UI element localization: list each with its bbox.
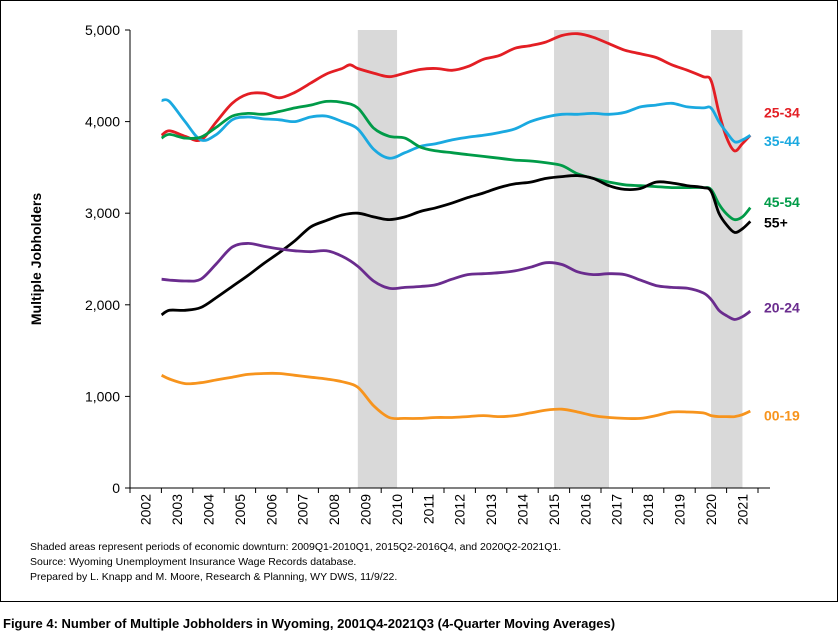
series-line-45-54	[160, 99, 752, 222]
x-tick-label: 2018	[640, 494, 656, 525]
y-tick-label: 5,000	[85, 22, 120, 38]
note-source: Source: Wyoming Unemployment Insurance W…	[30, 556, 357, 568]
figure-caption: Figure 4: Number of Multiple Jobholders …	[3, 616, 616, 631]
x-tick-label: 2019	[672, 494, 688, 525]
x-tick-label: 2003	[169, 494, 185, 525]
end-label-55+: 55+	[764, 214, 788, 230]
x-tick-label: 2013	[483, 494, 499, 525]
series-line-55+	[160, 174, 752, 317]
recession-shade-1	[357, 30, 398, 488]
x-tick-label: 2009	[358, 494, 374, 525]
recession-shade-2	[554, 30, 609, 488]
x-tick-label: 2015	[546, 494, 562, 525]
x-tick-label: 2002	[138, 494, 154, 525]
end-label-25-34: 25-34	[764, 104, 800, 120]
y-axis-title: Multiple Jobholders	[28, 193, 44, 325]
x-tick-label: 2010	[389, 494, 405, 525]
x-ticks: 2002 2003 2004 2005 2006 2007 2008 2009 2010 2011…	[129, 488, 759, 525]
x-tick-label: 2004	[201, 494, 217, 525]
series-line-35-44	[161, 98, 752, 160]
end-label-20-24: 20-24	[764, 300, 800, 316]
x-tick-label: 2011	[420, 494, 436, 524]
series-lines	[160, 32, 752, 421]
x-tick-label: 2012	[452, 494, 468, 525]
series-line-20-24	[161, 241, 752, 321]
x-tick-label: 2021	[734, 494, 750, 525]
x-tick-label: 2017	[609, 494, 625, 525]
y-tick-label: 4,000	[85, 114, 120, 130]
figure-notes: Shaded areas represent periods of econom…	[30, 540, 561, 585]
y-tick-label: 0	[112, 480, 120, 496]
end-label-45-54: 45-54	[764, 194, 800, 210]
x-tick-label: 2014	[515, 494, 531, 525]
end-label-35-44: 35-44	[764, 133, 800, 149]
series-line-25-34	[160, 32, 752, 153]
x-tick-label: 2007	[295, 494, 311, 525]
x-tick-label: 2008	[326, 494, 342, 525]
note-shading: Shaded areas represent periods of econom…	[30, 541, 562, 553]
end-label-00-19: 00-19	[764, 408, 800, 424]
series-line-00-19	[160, 371, 751, 421]
y-tick-label: 2,000	[85, 297, 120, 313]
x-tick-label: 2016	[577, 494, 593, 525]
y-ticks: 0 1,000 2,000 3,000 4,000 5,000	[85, 22, 130, 496]
x-tick-label: 2020	[703, 494, 719, 525]
x-tick-label: 2005	[232, 494, 248, 525]
axes	[129, 30, 770, 489]
y-tick-label: 1,000	[85, 388, 120, 404]
series-end-labels: 25-34 35-44 45-54 55+ 20-24 00-19	[764, 104, 800, 423]
figure-frame	[0, 0, 838, 602]
x-tick-label: 2006	[263, 494, 279, 525]
note-prepared-by: Prepared by L. Knapp and M. Moore, Resea…	[30, 571, 398, 583]
y-tick-label: 3,000	[85, 205, 120, 221]
